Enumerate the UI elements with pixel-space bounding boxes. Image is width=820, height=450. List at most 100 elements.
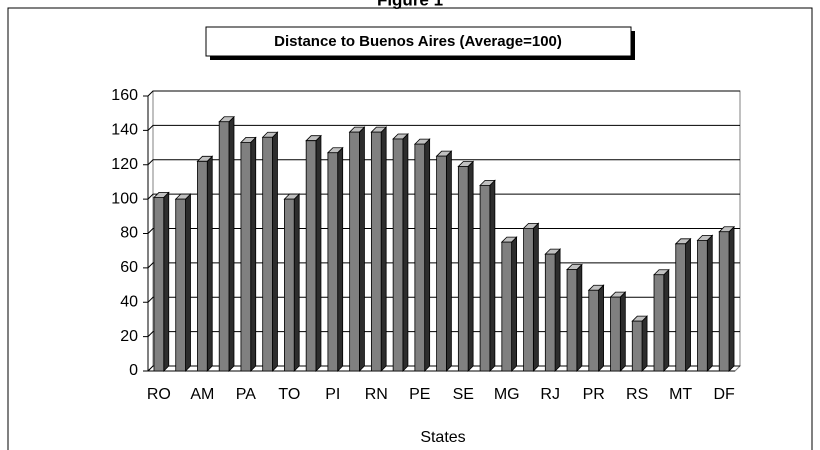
bar bbox=[370, 126, 388, 372]
bar bbox=[674, 237, 692, 372]
bar-face bbox=[392, 138, 404, 372]
bar bbox=[174, 193, 192, 372]
grid-line bbox=[147, 331, 740, 337]
x-tick-label: PA bbox=[236, 386, 256, 403]
bar-face bbox=[489, 179, 496, 372]
bar bbox=[218, 115, 235, 372]
bar bbox=[392, 133, 409, 372]
bar-face bbox=[370, 131, 382, 372]
bar-face bbox=[272, 131, 278, 372]
bar-face bbox=[359, 126, 365, 372]
y-tick-label: 20 bbox=[120, 328, 138, 345]
bar-face bbox=[532, 222, 539, 372]
bar-face bbox=[414, 143, 426, 372]
x-tick-label: MT bbox=[669, 386, 692, 403]
bar bbox=[305, 134, 322, 372]
grid-line bbox=[147, 365, 740, 372]
bar bbox=[153, 191, 170, 372]
bar-face bbox=[641, 315, 648, 372]
bar-face bbox=[240, 142, 252, 372]
figure-label: Figure 1 bbox=[377, 0, 443, 9]
y-tick-label: 160 bbox=[111, 87, 138, 104]
x-tick-label: RO bbox=[147, 386, 171, 403]
bar-face bbox=[315, 134, 322, 372]
bar bbox=[653, 268, 670, 372]
bar-face bbox=[163, 191, 170, 372]
grid-line bbox=[147, 262, 740, 269]
x-tick-label: SE bbox=[453, 386, 474, 403]
bar-face bbox=[653, 274, 665, 372]
y-tick-label: 140 bbox=[111, 122, 138, 139]
bar-face bbox=[479, 184, 491, 372]
grid-line bbox=[147, 193, 740, 200]
bar-face bbox=[706, 234, 713, 372]
x-tick-label: AM bbox=[190, 386, 214, 403]
bar-face bbox=[675, 243, 686, 372]
bar bbox=[609, 291, 627, 372]
bar-face bbox=[566, 269, 578, 372]
bar-face bbox=[598, 284, 604, 372]
bar-face bbox=[728, 225, 735, 372]
bar bbox=[566, 263, 583, 372]
bar-face bbox=[218, 121, 230, 372]
bar bbox=[479, 179, 496, 372]
bar-face bbox=[436, 155, 447, 372]
chart-title: Distance to Buenos Aires (Average=100) bbox=[274, 33, 562, 50]
bar bbox=[435, 150, 453, 372]
x-tick-label: MG bbox=[494, 386, 520, 403]
bar-face bbox=[619, 291, 626, 372]
bar bbox=[196, 155, 214, 372]
bar bbox=[413, 138, 431, 372]
x-tick-label: DF bbox=[713, 386, 735, 403]
bar-face bbox=[445, 150, 452, 372]
x-tick-label: PR bbox=[583, 386, 605, 403]
grid-line bbox=[147, 90, 740, 97]
bar-face bbox=[228, 115, 235, 372]
bar-face bbox=[467, 160, 474, 372]
bar-face bbox=[511, 236, 518, 372]
bar bbox=[587, 284, 605, 372]
bar bbox=[283, 193, 301, 372]
y-tick-label: 120 bbox=[111, 156, 138, 173]
bar-face bbox=[284, 198, 295, 372]
bar-face bbox=[402, 133, 409, 372]
bar-face bbox=[262, 136, 273, 372]
bar-face bbox=[197, 160, 208, 372]
bar-face bbox=[337, 146, 344, 372]
bar-face bbox=[523, 227, 534, 372]
bar-face bbox=[153, 197, 165, 372]
bar-face bbox=[631, 320, 643, 372]
bar-face bbox=[293, 193, 300, 372]
bar bbox=[522, 222, 540, 372]
bar bbox=[718, 225, 735, 372]
grid-line bbox=[147, 296, 740, 303]
bar bbox=[696, 234, 714, 372]
x-tick-label: RS bbox=[626, 386, 648, 403]
bar-face bbox=[576, 263, 583, 372]
x-tick-label: RN bbox=[365, 386, 388, 403]
bar-face bbox=[588, 289, 599, 372]
x-tick-label: PI bbox=[325, 386, 340, 403]
x-tick-label: TO bbox=[278, 386, 300, 403]
bar-face bbox=[175, 198, 186, 372]
bar-face bbox=[457, 166, 469, 372]
bar bbox=[239, 136, 257, 372]
y-tick-label: 0 bbox=[129, 362, 138, 379]
bar bbox=[261, 131, 279, 372]
grid-line bbox=[147, 228, 740, 234]
x-tick-label: RJ bbox=[540, 386, 560, 403]
bar-face bbox=[501, 241, 513, 372]
bar-face bbox=[250, 136, 257, 372]
bar-face bbox=[663, 268, 670, 372]
grid-line bbox=[147, 124, 740, 131]
x-tick-label: PE bbox=[409, 386, 430, 403]
bar bbox=[544, 248, 562, 372]
bar-face bbox=[610, 296, 621, 372]
bar-face bbox=[424, 138, 431, 372]
bar-face bbox=[185, 193, 191, 372]
y-tick-label: 100 bbox=[111, 190, 138, 207]
y-tick-label: 60 bbox=[120, 259, 138, 276]
y-tick-label: 40 bbox=[120, 293, 138, 310]
